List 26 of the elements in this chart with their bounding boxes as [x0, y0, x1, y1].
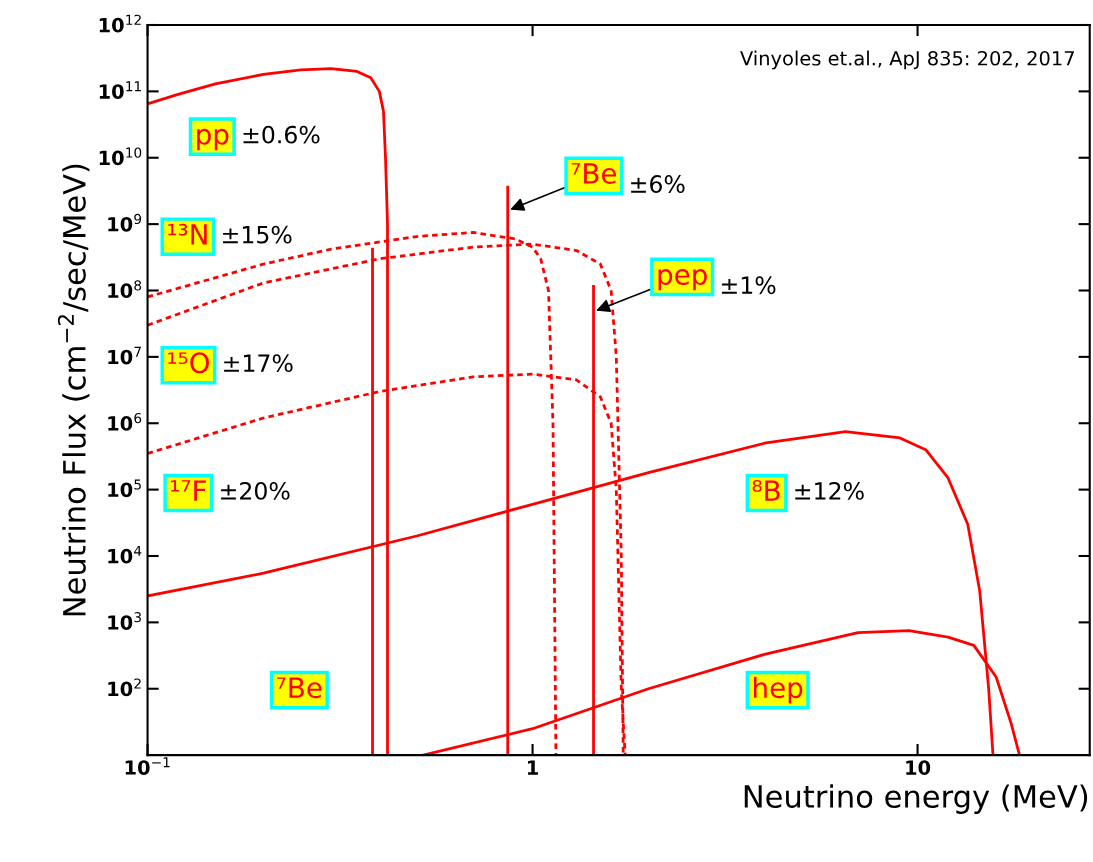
x-tick-label: 10$^{−1}$ — [125, 757, 170, 775]
y-tick-label: 10$^{11}$ — [99, 81, 141, 99]
y-tick-label: 10$^{3}$ — [108, 612, 141, 630]
y-tick-label: 10$^{5}$ — [108, 479, 141, 498]
y-tick-label: 10$^{9}$ — [108, 213, 142, 232]
annotation: ⁷Be — [277, 677, 322, 699]
y-tick-label: 10$^{8}$ — [108, 280, 142, 299]
annotation: pep ±1% — [658, 269, 776, 295]
annotation: ¹⁵O ±17% — [168, 352, 293, 374]
y-tick-label: 10$^{6}$ — [108, 412, 142, 431]
annotation: ¹³N ±15% — [168, 223, 292, 245]
x-tick-label: 1 — [527, 760, 538, 775]
annotation: ¹⁷F ±20% — [171, 480, 290, 501]
annotation: pp ±0.6% — [197, 125, 320, 151]
x-tick-label: 10 — [906, 760, 931, 776]
y-tick-label: 10$^{4}$ — [108, 545, 142, 564]
y-tick-label: 10$^{2}$ — [108, 678, 141, 697]
y-axis-title: Neutrino Flux (cm$^{−2}$/sec/MeV) — [57, 164, 90, 616]
y-tick-label: 10$^{12}$ — [99, 14, 141, 33]
annotation: Vinyoles et.al., ApJ 835: 202, 2017 — [740, 50, 1074, 70]
annotation: ⁷Be ±6% — [571, 163, 685, 193]
annotation: ⁸B ±12% — [752, 480, 864, 501]
y-tick-label: 10$^{10}$ — [99, 147, 142, 166]
annotation: hep — [754, 676, 803, 704]
x-axis-title: Neutrino energy (MeV) — [744, 784, 1088, 814]
y-tick-label: 10$^{7}$ — [108, 346, 141, 365]
